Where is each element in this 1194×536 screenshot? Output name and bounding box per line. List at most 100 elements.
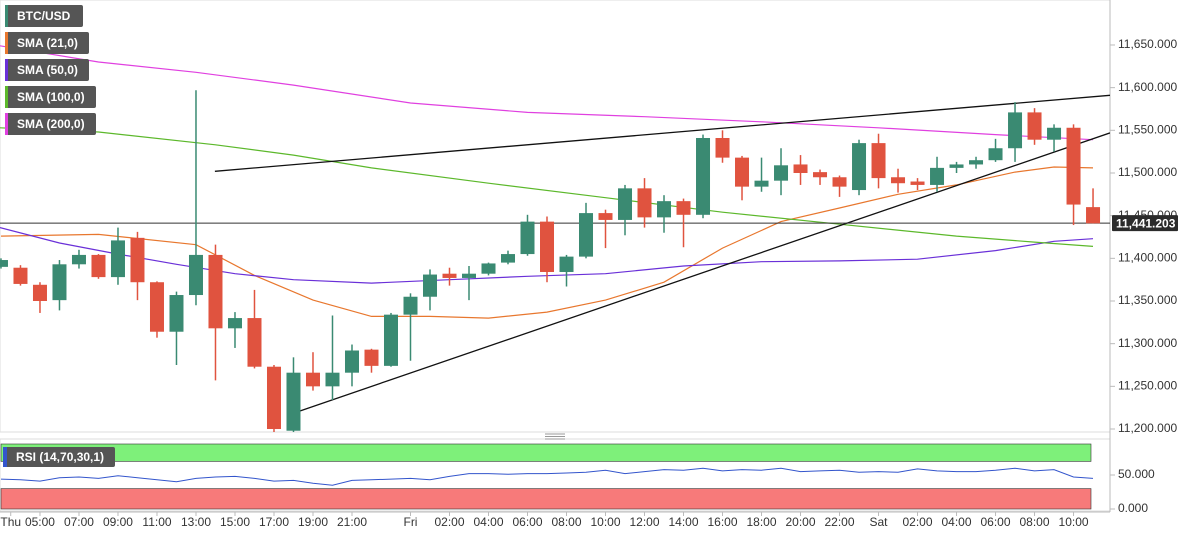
candle-body xyxy=(286,372,301,431)
candle-body xyxy=(988,148,1003,161)
legend-label: SMA (100,0) xyxy=(17,90,85,104)
candle-body xyxy=(559,256,574,272)
candle-body xyxy=(422,274,437,297)
legend-box xyxy=(5,32,89,54)
candle-body xyxy=(0,260,8,267)
y-tick-label: 11,300.000 xyxy=(1118,336,1177,350)
candle-body xyxy=(832,177,847,187)
rsi-legend-box xyxy=(3,447,115,467)
last-price-label: 11,441.203 xyxy=(1116,216,1176,230)
pane-handle xyxy=(545,433,565,440)
axes: 11,200.000 11,250.000 11,300.000 11,350.000… xyxy=(0,37,1178,529)
candle-body xyxy=(618,188,633,220)
candle-body xyxy=(930,167,945,185)
x-tick-label: 22:00 xyxy=(825,515,855,529)
candle-body xyxy=(696,137,711,215)
x-tick-label: 06:00 xyxy=(981,515,1011,529)
x-tick-label: 13:00 xyxy=(181,515,211,529)
x-tick-label: 20:00 xyxy=(786,515,816,529)
candle-body xyxy=(871,143,886,179)
candle-body xyxy=(364,349,379,366)
legend-swatch xyxy=(5,86,8,108)
x-tick-label: 21:00 xyxy=(337,515,367,529)
legend-box xyxy=(5,86,96,108)
candle-body xyxy=(208,254,223,329)
candle-body xyxy=(110,240,125,278)
x-tick-label: 05:00 xyxy=(25,515,55,529)
y-tick-label: 11,350.000 xyxy=(1118,293,1177,307)
rsi-tick-label: 50.000 xyxy=(1118,467,1155,481)
y-tick-label: 11,200.000 xyxy=(1118,421,1177,435)
x-tick-label: 11:00 xyxy=(142,515,171,529)
x-tick-label: 02:00 xyxy=(434,515,464,529)
candle-body xyxy=(169,295,184,332)
candle-body xyxy=(1086,207,1101,224)
x-tick-label: 16:00 xyxy=(707,515,737,529)
x-tick-label: Fri xyxy=(403,515,417,529)
legend-label: SMA (50,0) xyxy=(17,63,78,77)
candle-body xyxy=(1008,112,1023,149)
sma-line xyxy=(0,45,1094,141)
legend-label: BTC/USD xyxy=(17,9,71,23)
candle-body xyxy=(657,201,672,218)
rsi-legend-label: RSI (14,70,30,1) xyxy=(16,450,104,464)
y-tick-label: 11,250.000 xyxy=(1118,379,1177,393)
x-tick-label: 09:00 xyxy=(103,515,133,529)
overbought-zone xyxy=(0,443,1092,462)
legend-label: SMA (200,0) xyxy=(17,117,85,131)
candle-body xyxy=(442,273,457,278)
candle-body xyxy=(71,254,86,265)
candle-body xyxy=(403,296,418,315)
sma-line xyxy=(0,227,1094,284)
legend-box xyxy=(5,5,83,27)
candle-body xyxy=(383,314,398,366)
x-tick-label: 10:00 xyxy=(1059,515,1089,529)
x-tick-label: 04:00 xyxy=(473,515,503,529)
candle-body xyxy=(1066,127,1081,205)
candle-body xyxy=(462,273,477,278)
legend-swatch xyxy=(5,5,8,27)
x-tick-label: 19:00 xyxy=(298,515,328,529)
candle-body xyxy=(266,366,281,430)
y-tick-label: 11,400.000 xyxy=(1118,251,1177,265)
x-tick-label: 07:00 xyxy=(64,515,94,529)
x-tick-label: 18:00 xyxy=(747,515,777,529)
candle-body xyxy=(344,350,359,373)
oversold-zone xyxy=(0,488,1092,510)
candle-body xyxy=(1047,127,1062,140)
candle-body xyxy=(813,172,828,178)
legend-label: SMA (21,0) xyxy=(17,36,78,50)
x-tick-label: 08:00 xyxy=(551,515,581,529)
candle-body xyxy=(891,177,906,184)
candle-body xyxy=(949,164,964,168)
legend-box xyxy=(5,59,89,81)
candle-body xyxy=(481,263,496,274)
y-tick-label: 11,550.000 xyxy=(1118,122,1177,136)
candle-body xyxy=(676,201,691,215)
candle-body xyxy=(325,372,340,387)
candle-body xyxy=(910,181,925,185)
candle-body xyxy=(13,267,28,284)
candle-body xyxy=(305,372,320,387)
candle-body xyxy=(598,213,613,220)
trend-line xyxy=(291,132,1110,415)
candle-body xyxy=(91,254,106,278)
x-tick-label: 15:00 xyxy=(220,515,250,529)
candle-body xyxy=(227,318,242,329)
x-tick-label: 08:00 xyxy=(1020,515,1050,529)
candle-body xyxy=(754,180,769,187)
rsi-legend-swatch xyxy=(3,447,7,467)
y-tick-label: 11,600.000 xyxy=(1118,80,1177,94)
x-tick-label: 10:00 xyxy=(590,515,620,529)
x-tick-label: 04:00 xyxy=(942,515,972,529)
candle-body xyxy=(130,237,145,283)
y-tick-label: 11,500.000 xyxy=(1118,165,1177,179)
legend-box xyxy=(5,113,96,135)
legend: RSI (14,70,30,1) BTC/USD SMA (21,0) SMA (50… xyxy=(3,5,115,467)
candle-body xyxy=(637,188,652,218)
y-tick-label: 11,650.000 xyxy=(1118,37,1177,51)
rsi-plot xyxy=(0,443,1094,510)
candle-body xyxy=(735,157,750,187)
candle-body xyxy=(52,264,67,301)
